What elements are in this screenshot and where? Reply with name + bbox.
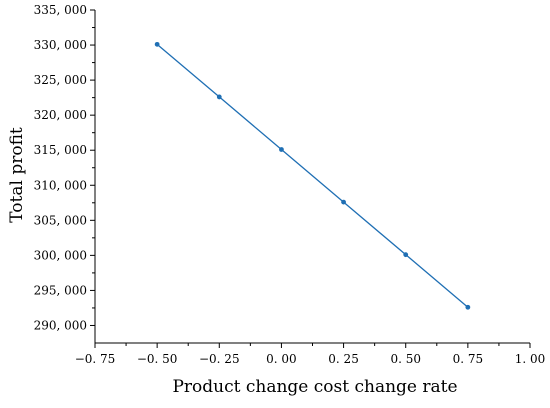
x-tick-label: 0. 50 [390,352,421,366]
x-tick-label: 0. 75 [453,352,484,366]
y-tick-label: 290, 000 [34,318,87,332]
y-axis-title: Total profit [7,127,27,223]
y-tick-label: 330, 000 [34,38,87,52]
x-tick-label: −0. 50 [137,352,178,366]
series-layer [154,41,471,310]
series-line [156,43,469,308]
y-tick-label: 335, 000 [34,3,87,17]
y-tick-label: 315, 000 [34,143,87,157]
data-point [154,41,160,47]
x-tick-label: −0. 75 [75,352,116,366]
data-point [216,94,222,100]
x-tick-label: 1. 00 [515,352,546,366]
x-tick-label: 0. 00 [266,352,297,366]
data-point [341,199,346,205]
x-tick-label: 0. 25 [328,352,359,366]
data-point [279,147,284,152]
y-tick-label: 320, 000 [34,108,87,122]
y-tick-label: 305, 000 [34,213,87,227]
y-tick-label: 325, 000 [34,73,87,87]
data-point [465,304,471,310]
data-point [403,252,409,258]
y-tick-label: 300, 000 [34,248,87,262]
x-tick-label: −0. 25 [199,352,240,366]
y-tick-label: 295, 000 [34,283,87,297]
y-tick-label: 310, 000 [34,178,87,192]
ticks-layer: 290, 000 295, 000 300, 000 305, 000 310, 000… [34,3,546,366]
x-axis-title: Product change cost change rate [172,377,457,397]
